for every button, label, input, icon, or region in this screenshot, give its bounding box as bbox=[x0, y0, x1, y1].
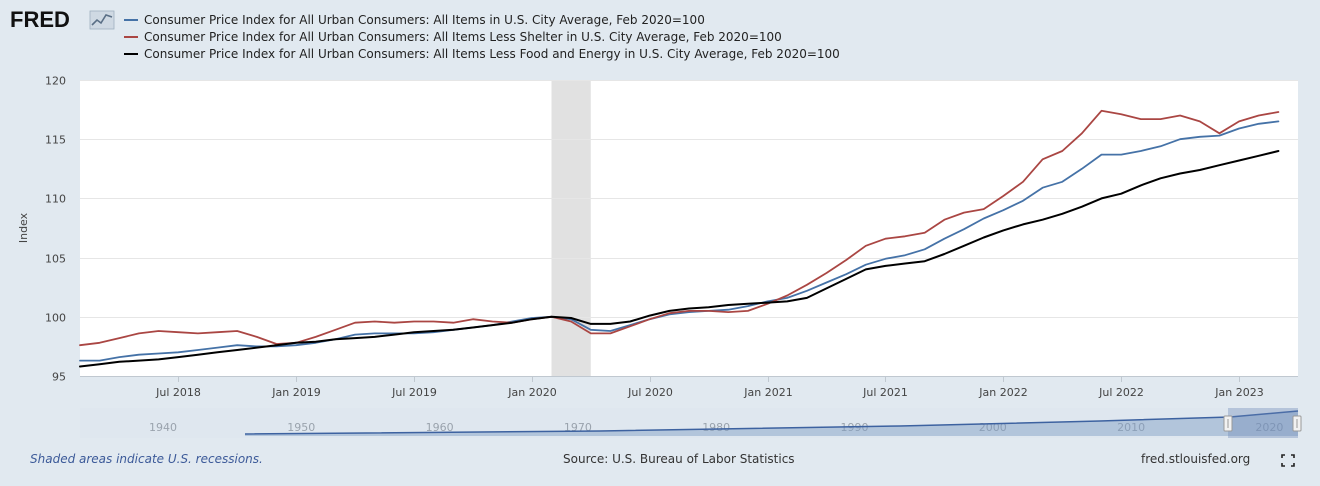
y-tick-label: 120 bbox=[45, 75, 66, 88]
series-lines bbox=[79, 109, 1280, 368]
x-tick-label: Jan 2019 bbox=[271, 386, 320, 399]
chart-graph-icon bbox=[89, 10, 115, 30]
x-axis-ticks: Jul 2018 Jan 2019 Jul 2019 Jan 2020 Jul 2020… bbox=[155, 376, 1264, 399]
y-axis-ticks: 95 100 105 110 115 120 bbox=[45, 75, 66, 384]
legend-item-all-items[interactable]: Consumer Price Index for All Urban Consu… bbox=[124, 13, 705, 27]
x-tick-label: Jan 2023 bbox=[1214, 386, 1263, 399]
x-tick-label: Jul 2020 bbox=[627, 386, 673, 399]
logo-text: FRED bbox=[10, 7, 70, 32]
series-line-3 bbox=[79, 150, 1280, 368]
fred-logo[interactable]: FRED bbox=[10, 7, 115, 32]
navigator-series-line bbox=[244, 410, 1299, 435]
recession-shading bbox=[551, 80, 591, 376]
y-tick-label: 110 bbox=[45, 193, 66, 206]
navigator-label: 1950 bbox=[287, 421, 315, 434]
series-line-1 bbox=[79, 120, 1280, 362]
y-tick-label: 100 bbox=[45, 312, 66, 325]
legend-label: Consumer Price Index for All Urban Consu… bbox=[144, 13, 705, 27]
legend-label: Consumer Price Index for All Urban Consu… bbox=[144, 30, 782, 44]
chart-legend: Consumer Price Index for All Urban Consu… bbox=[124, 13, 840, 61]
navigator-series-area bbox=[245, 411, 1298, 436]
navigator-selected-range[interactable] bbox=[1228, 408, 1298, 438]
y-tick-label: 95 bbox=[52, 371, 66, 384]
y-tick-label: 115 bbox=[45, 134, 66, 147]
x-tick-label: Jul 2019 bbox=[391, 386, 437, 399]
x-tick-label: Jan 2020 bbox=[507, 386, 556, 399]
x-tick-label: Jan 2021 bbox=[743, 386, 792, 399]
legend-item-less-shelter[interactable]: Consumer Price Index for All Urban Consu… bbox=[124, 30, 782, 44]
navigator-label: 1960 bbox=[426, 421, 454, 434]
y-axis-title: Index bbox=[17, 212, 30, 243]
x-tick-label: Jul 2021 bbox=[862, 386, 908, 399]
plot-area bbox=[80, 80, 1298, 376]
fullscreen-icon[interactable] bbox=[1281, 454, 1295, 467]
recession-bar bbox=[551, 80, 591, 376]
recession-note: Shaded areas indicate U.S. recessions. bbox=[30, 452, 263, 466]
y-tick-label: 105 bbox=[45, 253, 66, 266]
range-navigator[interactable]: 1940 1950 1960 1970 1980 1990 2000 2010 2020 bbox=[80, 408, 1302, 438]
source-text: Source: U.S. Bureau of Labor Statistics bbox=[563, 452, 795, 466]
navigator-label: 2020 bbox=[1255, 421, 1283, 434]
legend-item-less-food-energy[interactable]: Consumer Price Index for All Urban Consu… bbox=[124, 47, 840, 61]
legend-label: Consumer Price Index for All Urban Consu… bbox=[144, 47, 840, 61]
navigator-label: 1980 bbox=[702, 421, 730, 434]
x-tick-label: Jul 2022 bbox=[1098, 386, 1144, 399]
x-tick-label: Jan 2022 bbox=[978, 386, 1027, 399]
x-tick-label: Jul 2018 bbox=[155, 386, 201, 399]
navigator-label: 2010 bbox=[1117, 421, 1145, 434]
site-link[interactable]: fred.stlouisfed.org bbox=[1141, 452, 1250, 466]
navigator-labels: 1940 1950 1960 1970 1980 1990 2000 2010 2020 bbox=[149, 421, 1283, 434]
navigator-label: 1940 bbox=[149, 421, 177, 434]
